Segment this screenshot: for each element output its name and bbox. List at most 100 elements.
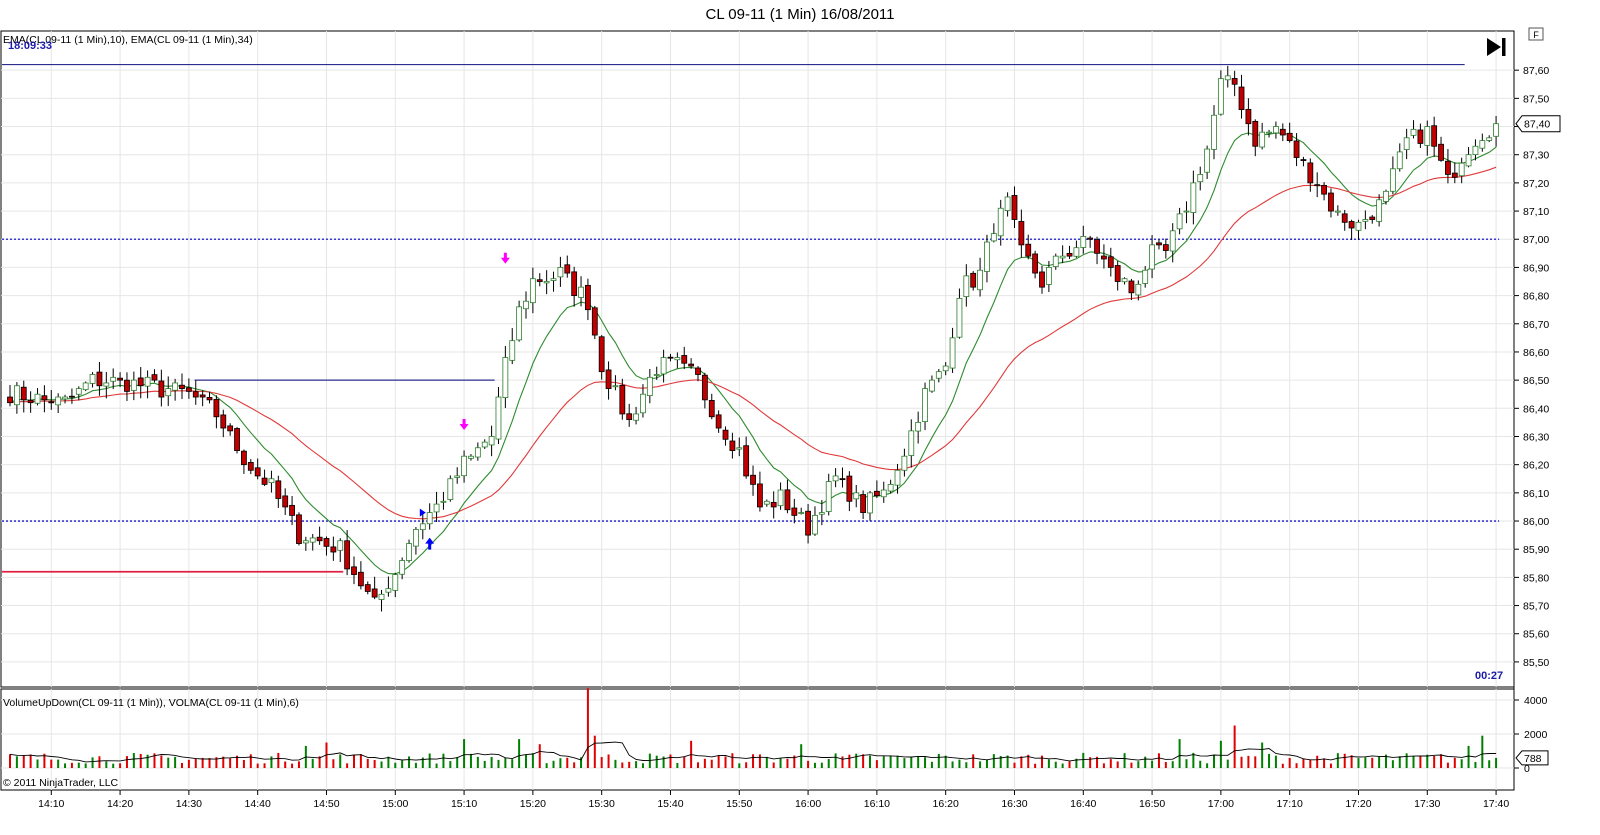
volume-bar [1185,759,1188,768]
volume-bar [752,754,755,768]
volume-bar [1261,742,1264,768]
candle-body [1011,195,1018,220]
candle-body [901,455,908,471]
candle-body [640,393,646,414]
volume-bar [1474,762,1477,768]
volume-bar [1288,757,1291,768]
candle-body [557,267,564,278]
time-tick-label: 16:00 [795,798,821,810]
candle-body [1314,184,1321,187]
volume-bar [1268,753,1271,768]
volume-panel[interactable] [0,688,1515,791]
candle-body [1059,255,1066,259]
candle-body [839,478,846,481]
candles [7,65,1499,612]
volume-bar [1391,760,1394,768]
volume-bar [758,754,761,768]
volume-bar [1350,755,1353,768]
candle-body [688,363,695,367]
volume-bar [1453,757,1456,768]
candle-body [302,540,309,544]
volume-bar [1144,756,1147,768]
candle-body [536,279,543,282]
candle-body [130,379,137,391]
candle-body [117,377,123,381]
candle-body [481,441,488,448]
price-tick-label: 87,20 [1523,178,1549,190]
candle-body [399,560,406,575]
volume-bar [951,761,954,768]
candle-body [330,546,337,553]
volume-bar [408,756,411,768]
candle-body [357,571,364,587]
signal-markers [419,252,510,550]
candle-body [1162,244,1169,251]
ema-slow-line [9,166,1497,520]
volume-bar [855,753,858,768]
candle-body [550,278,557,281]
volume-bar [1316,755,1319,768]
candle-body [1245,108,1252,125]
volume-bar [655,755,658,768]
candle-body [543,281,550,284]
volume-tick-label: 4000 [1524,695,1548,707]
candle-body [990,233,997,242]
volume-bar [621,762,624,768]
candle-body [825,481,832,512]
volume-bar [9,754,11,768]
price-tick-label: 87,00 [1523,234,1549,246]
volume-bar [1116,761,1119,768]
candle-body [1383,190,1389,202]
candle-body [1094,239,1100,254]
price-tick-label: 86,80 [1523,291,1549,303]
candle-body [454,475,461,478]
candle-body [261,477,268,485]
price-tick-label: 86,70 [1523,319,1549,331]
volume-bar [236,755,239,768]
candle-body [13,385,20,406]
volume-bar [518,739,521,768]
candle-body [646,376,653,397]
candle-body [832,475,839,482]
volume-bar [332,759,335,768]
candle-body [268,478,275,484]
candle-body [1190,182,1197,213]
volume-bar [779,758,782,768]
volume-bar [1460,759,1463,768]
volume-bar [992,754,995,768]
candle-body [1279,128,1286,136]
volume-bar [786,758,789,768]
candle-body [426,512,433,525]
price-panel[interactable] [0,30,1515,688]
volume-bar [1027,754,1030,768]
candle-body [1080,236,1087,248]
scroll-to-end-icon[interactable] [1487,38,1506,56]
volume-bar [112,763,115,768]
volume-bar [139,753,142,768]
volume-bar [1323,758,1326,768]
volume-bar [215,757,218,768]
candle-body [633,413,639,421]
candle-body [612,385,619,388]
candle-body [1410,128,1417,136]
volume-bar [36,759,39,768]
time-tick-label: 16:40 [1070,798,1096,810]
volume-bar [181,763,183,768]
time-tick-label: 14:50 [313,798,339,810]
volume-bar [1309,759,1312,768]
candle-body [378,593,385,600]
volume-bar [944,755,947,768]
candle-body [626,413,633,420]
volume-bar [435,763,438,768]
volume-bar [1426,754,1429,768]
volume-indicator-label: VolumeUpDown(CL 09-11 (1 Min)), VOLMA(CL… [3,697,299,709]
candle-body [529,278,536,304]
volume-bar [132,753,135,768]
volume-bar [497,759,500,768]
volume-bar [552,760,555,768]
flag-box[interactable]: F [1528,27,1544,41]
candle-body [461,455,467,477]
price-tick-label: 87,60 [1523,65,1549,77]
time-tick-label: 15:40 [657,798,683,810]
volume-bar [641,763,644,768]
